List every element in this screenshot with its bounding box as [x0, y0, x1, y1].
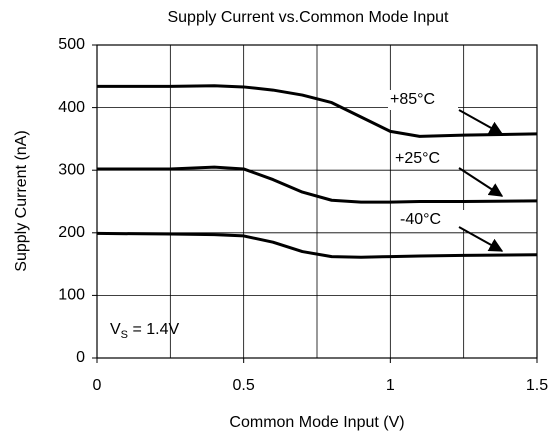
y-axis-label: Supply Current (nA): [13, 130, 30, 271]
label-arrow: [458, 226, 504, 252]
y-tick-label: 500: [58, 36, 85, 53]
series-line: [97, 84, 538, 138]
y-tick-label: 300: [58, 161, 85, 178]
x-axis-label: Common Mode Input (V): [229, 414, 404, 431]
x-tick-label: 1: [386, 377, 395, 394]
series-line: [97, 165, 538, 204]
label-bg: [393, 149, 463, 169]
annotation-main: V: [110, 321, 121, 338]
x-tick-label: 1.5: [526, 377, 548, 394]
label-arrow: [458, 109, 504, 135]
condition-label: VS = 1.4V: [110, 321, 179, 341]
series-line: [96, 231, 538, 259]
y-tick-label: 400: [58, 99, 85, 116]
y-tick-label: 100: [58, 287, 85, 304]
label-bg: [398, 210, 468, 230]
label-bg: [388, 90, 458, 110]
y-tick-label: 200: [58, 224, 85, 241]
series-label: +85°C: [390, 91, 435, 108]
x-tick-label: 0.5: [233, 377, 255, 394]
series-label: -40°C: [400, 211, 441, 228]
y-tick-label: 0: [76, 349, 85, 366]
annotation-rest: = 1.4V: [128, 321, 179, 338]
label-arrow: [458, 167, 504, 197]
series-label: +25°C: [395, 150, 440, 167]
annotation-sub: S: [121, 329, 128, 341]
x-tick-label: 0: [93, 377, 102, 394]
chart-title: Supply Current vs.Common Mode Input: [167, 9, 449, 26]
